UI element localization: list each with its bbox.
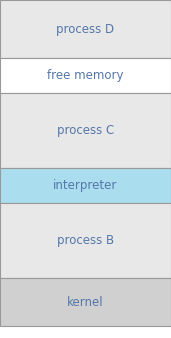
- Bar: [0, 0, 171, 58]
- Bar: [0, 168, 171, 203]
- Text: free memory: free memory: [47, 69, 124, 82]
- Text: process B: process B: [57, 234, 114, 247]
- Bar: [0, 58, 171, 93]
- Text: interpreter: interpreter: [53, 179, 118, 192]
- Text: process D: process D: [56, 23, 115, 35]
- Bar: [0, 93, 171, 168]
- Bar: [0, 203, 171, 278]
- Text: process C: process C: [57, 124, 114, 137]
- Bar: [0, 278, 171, 326]
- Text: kernel: kernel: [67, 295, 104, 309]
